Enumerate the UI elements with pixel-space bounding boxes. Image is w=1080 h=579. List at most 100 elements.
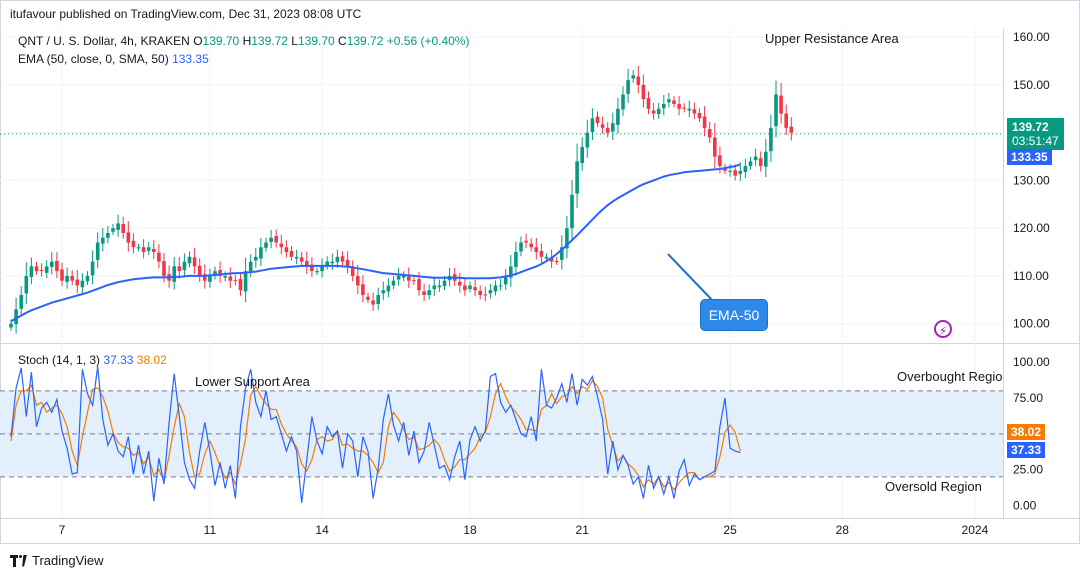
ema-price-tag: 133.35: [1007, 149, 1052, 165]
ema-50-line: [10, 163, 741, 323]
candle-body: [529, 243, 533, 248]
candle-body: [44, 266, 49, 273]
candle-body: [570, 194, 574, 229]
candle-body: [259, 247, 263, 259]
candle-body: [330, 261, 335, 264]
candle-body: [667, 99, 671, 103]
candle-body: [713, 137, 717, 157]
ohlc-open: 139.70: [202, 34, 240, 48]
candle-body: [162, 261, 166, 276]
candle-body: [294, 256, 299, 259]
candle-body: [407, 276, 411, 281]
candle-body: [733, 170, 737, 176]
candle-body: [641, 84, 646, 100]
candle-body: [70, 275, 74, 281]
candle-body: [774, 94, 778, 127]
candle-body: [651, 110, 656, 114]
candle-body: [544, 256, 549, 259]
candle-body: [340, 256, 345, 262]
candle-body: [575, 161, 579, 194]
candle-body: [131, 240, 136, 248]
candle-body: [34, 266, 39, 272]
candle-body: [90, 261, 95, 276]
candle-body: [554, 261, 559, 263]
candle-body: [65, 275, 69, 282]
candle-body: [412, 280, 416, 282]
candle-body: [427, 290, 431, 296]
stoch-tick-label: 0.00: [1013, 499, 1037, 513]
candle-body: [677, 104, 681, 109]
candle-body: [320, 266, 324, 272]
candle-body: [121, 223, 125, 233]
candle-body: [172, 266, 176, 282]
candle-body: [126, 232, 131, 243]
candle-body: [473, 287, 477, 291]
time-tick-label: 28: [836, 523, 850, 537]
tradingview-logo-icon: [10, 554, 28, 567]
ema-50-callout[interactable]: EMA-50: [700, 299, 768, 331]
stoch-legend: Stoch (14, 1, 3) 37.33 38.02: [18, 353, 167, 367]
candle-body: [274, 236, 278, 243]
candle-body: [611, 123, 615, 132]
candle-body: [432, 285, 437, 290]
candle-body: [656, 108, 661, 115]
price-tick-label: 150.00: [1013, 78, 1050, 92]
candle-body: [9, 323, 13, 328]
candle-body: [203, 274, 207, 281]
time-tick-label: 7: [59, 523, 66, 537]
candle-body: [116, 223, 120, 230]
candle-body: [728, 170, 732, 172]
candle-body: [356, 275, 360, 286]
candle-body: [80, 280, 85, 288]
candle-body: [208, 275, 212, 282]
candle-body: [315, 271, 319, 273]
candle-body: [248, 261, 253, 272]
candle-body: [769, 127, 773, 152]
time-tick-label: 18: [463, 523, 477, 537]
candle-body: [269, 237, 273, 242]
candle-body: [621, 94, 625, 110]
tradingview-brand: TradingView: [32, 553, 104, 568]
candle-body: [687, 108, 692, 111]
candle-body: [789, 126, 794, 133]
candle-body: [24, 275, 29, 294]
candle-body: [152, 248, 156, 253]
stoch-d-tag: 38.02: [1007, 424, 1046, 440]
candle-body: [141, 247, 146, 253]
ohlc-close: 139.72: [346, 34, 384, 48]
candle-body: [238, 278, 243, 291]
bar-countdown: 03:51:47: [1012, 134, 1059, 148]
candle-body: [146, 247, 151, 251]
candle-body: [585, 132, 590, 148]
candle-body: [19, 295, 23, 309]
candle-body: [498, 285, 503, 287]
ohlc-low: 139.70: [297, 34, 335, 48]
ohlc-high-label: H: [242, 34, 252, 48]
candle-body: [386, 285, 391, 292]
stoch-k-value: 37.33: [103, 353, 134, 367]
candle-body: [335, 256, 340, 263]
lightning-icon[interactable]: ⚡: [934, 320, 952, 338]
tradingview-footer: TradingView: [10, 553, 104, 568]
candle-body: [75, 279, 80, 286]
stoch-tick-label: 25.00: [1013, 463, 1043, 477]
candle-body: [50, 261, 54, 267]
candle-body: [753, 156, 758, 161]
stoch-tick-label: 75.00: [1013, 391, 1043, 405]
ohlc-open-label: O: [193, 34, 203, 48]
candle-body: [672, 100, 676, 105]
candle-body: [718, 155, 722, 167]
candle-body: [60, 269, 64, 281]
ohlc-low-label: L: [291, 34, 298, 48]
candle-body: [764, 151, 768, 167]
last-price-value: 139.72: [1012, 120, 1049, 134]
stoch-k-line: [10, 366, 741, 503]
ema-callout-pointer: [667, 253, 713, 301]
stoch-d-line: [10, 379, 741, 491]
candle-body: [463, 285, 467, 291]
ema-legend: EMA (50, close, 0, SMA, 50) 133.35: [18, 52, 209, 66]
candle-body: [534, 247, 539, 253]
time-tick-label: 11: [204, 523, 217, 537]
candle-body: [182, 261, 187, 271]
